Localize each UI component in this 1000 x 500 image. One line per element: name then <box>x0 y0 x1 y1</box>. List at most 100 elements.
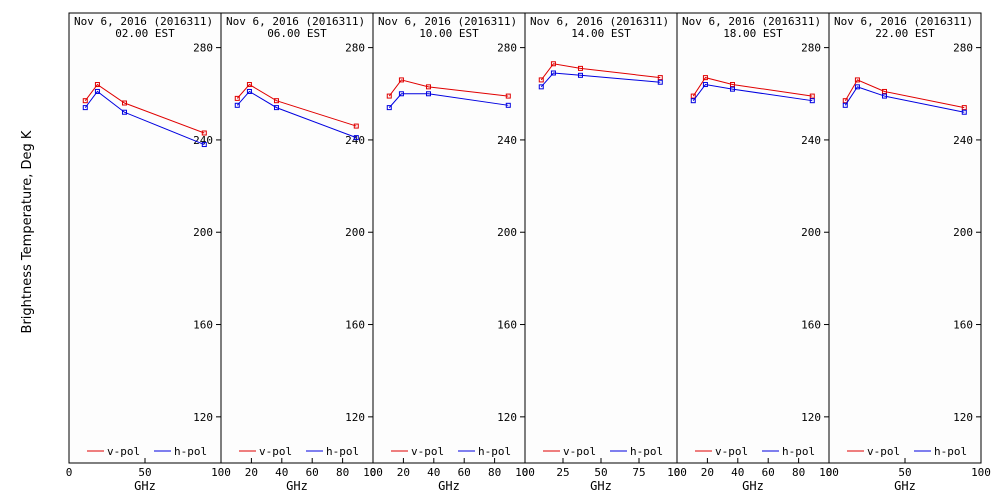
vpol-point <box>273 98 279 104</box>
y-tick-label: 240 <box>953 134 973 147</box>
x-tick-label: 60 <box>306 466 319 479</box>
panel-6: Nov 6, 2016 (2016311)22.00 EST 120 160 200 2… <box>826 12 991 493</box>
vpol-point <box>538 77 544 83</box>
hpol-point <box>201 142 207 148</box>
vpol-point <box>809 93 815 99</box>
vpol-line <box>844 79 965 109</box>
hpol-line <box>692 83 813 102</box>
x-tick-label: 40 <box>275 466 288 479</box>
panel-time-title: 22.00 EST <box>875 27 935 40</box>
y-tick-label: 240 <box>801 134 821 147</box>
y-tick-label: 280 <box>193 42 213 55</box>
y-tick-label: 280 <box>801 42 821 55</box>
panel-date-title: Nov 6, 2016 (2016311) <box>682 15 821 28</box>
panel-1: Nov 6, 2016 (2016311)02.00 EST 120 160 200 2… <box>66 12 231 493</box>
vpol-line <box>692 77 813 97</box>
vpol-line <box>236 83 357 127</box>
y-tick-label: 200 <box>345 226 365 239</box>
x-axis-label: GHz <box>894 479 916 493</box>
x-tick-label: 100 <box>211 466 231 479</box>
panel-frame <box>828 12 982 464</box>
x-tick-label: 60 <box>762 466 775 479</box>
hpol-point <box>690 98 696 104</box>
x-tick-label: 50 <box>138 466 151 479</box>
x-tick-label: 100 <box>363 466 383 479</box>
hpol-line <box>236 90 357 139</box>
legend-hpol-label: h-pol <box>782 445 815 458</box>
panel-date-title: Nov 6, 2016 (2016311) <box>74 15 213 28</box>
y-tick-label: 240 <box>193 134 213 147</box>
y-tick-label: 160 <box>193 319 213 332</box>
hpol-point <box>425 91 431 97</box>
panel-frame <box>524 12 678 464</box>
hpol-point <box>961 109 967 115</box>
x-axis-label: GHz <box>590 479 612 493</box>
hpol-line <box>388 93 509 108</box>
hpol-line <box>540 72 661 88</box>
y-tick-label: 240 <box>345 134 365 147</box>
panel-time-title: 02.00 EST <box>115 27 175 40</box>
legend-hpol-label: h-pol <box>630 445 663 458</box>
vpol-point <box>505 93 511 99</box>
panel-frame <box>372 12 526 464</box>
x-axis-label: GHz <box>438 479 460 493</box>
hpol-point <box>273 105 279 111</box>
legend-vpol-label: v-pol <box>563 445 596 458</box>
y-tick-label: 120 <box>953 411 973 424</box>
legend-hpol-label: h-pol <box>478 445 511 458</box>
panel-time-title: 10.00 EST <box>419 27 479 40</box>
x-tick-label: 0 <box>66 466 73 479</box>
panel-date-title: Nov 6, 2016 (2016311) <box>378 15 517 28</box>
x-tick-label: 100 <box>971 466 991 479</box>
x-tick-label: 50 <box>898 466 911 479</box>
hpol-point <box>398 91 404 97</box>
legend-vpol-label: v-pol <box>715 445 748 458</box>
x-tick-label: 50 <box>594 466 607 479</box>
vpol-point <box>842 98 848 104</box>
legend-vpol-label: v-pol <box>867 445 900 458</box>
x-tick-label: 75 <box>632 466 645 479</box>
x-tick-label: 80 <box>336 466 349 479</box>
hpol-point <box>121 109 127 115</box>
hpol-point <box>657 79 663 85</box>
panel-time-title: 18.00 EST <box>723 27 783 40</box>
vpol-line <box>84 83 205 134</box>
y-axis-label: Brightness Temperature, Deg K <box>20 130 35 333</box>
vpol-point <box>702 75 708 81</box>
hpol-point <box>505 102 511 108</box>
vpol-point <box>82 98 88 104</box>
vpol-point <box>201 130 207 136</box>
y-tick-label: 200 <box>953 226 973 239</box>
panel-date-title: Nov 6, 2016 (2016311) <box>226 15 365 28</box>
panel-date-title: Nov 6, 2016 (2016311) <box>834 15 973 28</box>
hpol-point <box>550 70 556 76</box>
hpol-line <box>844 86 965 113</box>
vpol-point <box>729 82 735 88</box>
vpol-point <box>398 77 404 83</box>
y-tick-label: 200 <box>801 226 821 239</box>
y-tick-label: 160 <box>953 319 973 332</box>
vpol-point <box>246 82 252 88</box>
vpol-point <box>425 84 431 90</box>
y-tick-label: 200 <box>497 226 517 239</box>
y-tick-label: 200 <box>193 226 213 239</box>
hpol-point <box>881 93 887 99</box>
hpol-point <box>246 88 252 94</box>
x-tick-label: 80 <box>488 466 501 479</box>
hpol-point <box>234 102 240 108</box>
y-tick-label: 120 <box>497 411 517 424</box>
hpol-point <box>854 84 860 90</box>
panel-date-title: Nov 6, 2016 (2016311) <box>530 15 669 28</box>
y-tick-label: 280 <box>345 42 365 55</box>
hpol-line <box>84 90 205 146</box>
y-tick-label: 120 <box>801 411 821 424</box>
hpol-point <box>729 86 735 92</box>
x-tick-label: 100 <box>515 466 535 479</box>
vpol-point <box>234 95 240 101</box>
x-tick-label: 0 <box>674 466 681 479</box>
y-tick-label: 120 <box>345 411 365 424</box>
vpol-point <box>657 75 663 81</box>
x-tick-label: 20 <box>245 466 258 479</box>
vpol-point <box>577 65 583 71</box>
legend-hpol-label: h-pol <box>174 445 207 458</box>
